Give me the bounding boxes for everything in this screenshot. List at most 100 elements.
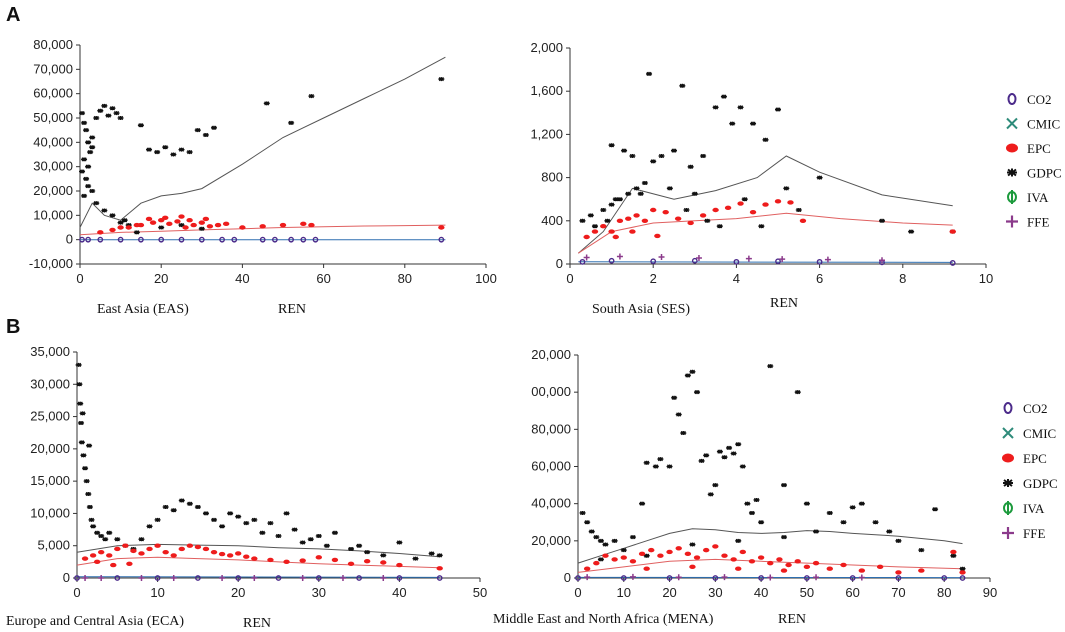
point-co2 <box>315 575 322 581</box>
point-epc <box>182 225 189 230</box>
series-co2 <box>79 236 445 243</box>
y-tick-label: 10,000 <box>30 505 70 520</box>
point-epc <box>222 221 230 227</box>
point-gdpc <box>356 543 363 548</box>
point-epc <box>687 220 694 226</box>
point-co2 <box>114 575 121 581</box>
y-tick-label: 15,000 <box>30 473 70 488</box>
point-gdpc <box>154 517 161 523</box>
point-epc <box>699 213 707 218</box>
point-gdpc <box>75 362 82 368</box>
point-ffe <box>138 575 145 581</box>
x-tick-label: 50 <box>473 585 487 600</box>
point-epc <box>138 551 145 556</box>
point-gdpc <box>744 501 751 506</box>
point-gdpc <box>858 501 865 506</box>
point-epc <box>593 560 600 566</box>
series-epc <box>583 544 966 575</box>
legend-item-co2: CO2 <box>1007 92 1052 107</box>
legend-label: CMIC <box>1027 117 1060 132</box>
point-epc <box>315 555 322 560</box>
point-gdpc <box>81 193 88 198</box>
series-epc <box>583 199 956 240</box>
point-gdpc <box>83 128 90 133</box>
point-gdpc <box>364 550 371 555</box>
point-gdpc <box>629 153 636 159</box>
point-gdpc <box>687 164 694 169</box>
x-tick-label: 20 <box>231 585 245 600</box>
legend-item-iva: IVA <box>1007 190 1049 205</box>
point-epc <box>251 556 258 561</box>
point-epc <box>826 566 833 571</box>
point-gdpc <box>683 207 690 213</box>
point-gdpc <box>658 153 665 159</box>
legend-panel-b: CO2 CMIC EPC GDPC IVA FFE <box>1002 401 1058 541</box>
point-epc <box>235 551 242 556</box>
caption-eas: East Asia (EAS) <box>97 302 189 317</box>
point-co2 <box>436 575 443 581</box>
chart-east-asia: -10,000010,00020,00030,00040,00050,00060… <box>29 37 497 286</box>
point-gdpc <box>348 546 355 552</box>
point-gdpc <box>89 188 96 194</box>
point-co2 <box>775 258 781 265</box>
point-epc <box>178 546 185 552</box>
point-co2 <box>312 236 319 243</box>
point-epc <box>583 234 590 240</box>
fit-line-co2 <box>578 261 953 263</box>
point-epc <box>776 557 783 562</box>
point-epc <box>602 553 609 558</box>
point-gdpc <box>105 113 112 118</box>
caption-eca: Europe and Central Asia (ECA) <box>6 614 184 629</box>
point-gdpc <box>331 530 338 535</box>
point-co2 <box>816 258 823 265</box>
y-tick-label: 0 <box>63 570 70 585</box>
point-ffe <box>583 254 590 261</box>
point-ffe <box>339 575 346 581</box>
point-gdpc <box>146 524 153 529</box>
series-gdpc <box>579 71 956 234</box>
point-gdpc <box>762 137 769 142</box>
point-gdpc <box>604 218 611 223</box>
point-co2 <box>85 236 92 243</box>
point-gdpc <box>716 449 723 454</box>
point-gdpc <box>712 482 719 488</box>
point-epc <box>629 559 637 564</box>
point-co2 <box>275 575 282 581</box>
point-co2 <box>803 575 810 581</box>
point-epc <box>762 202 769 207</box>
caption-mena: Middle East and North Africa (MENA) <box>493 612 714 627</box>
point-gdpc <box>753 497 760 503</box>
point-gdpc <box>263 101 270 106</box>
x-tick-label: 60 <box>845 585 859 600</box>
point-epc <box>347 561 355 566</box>
point-co2 <box>608 257 615 264</box>
point-gdpc <box>666 464 673 469</box>
legend-label: GDPC <box>1023 476 1058 491</box>
point-co2 <box>579 258 586 265</box>
point-epc <box>259 224 266 229</box>
x-tick-label: 50 <box>800 585 814 600</box>
point-gdpc <box>700 153 707 159</box>
point-gdpc <box>77 401 84 406</box>
legend-marker-iva <box>1003 501 1013 515</box>
point-epc <box>684 551 692 557</box>
point-gdpc <box>202 511 209 516</box>
point-gdpc <box>813 529 820 534</box>
point-co2 <box>178 236 185 243</box>
point-gdpc <box>83 479 90 484</box>
point-epc <box>186 218 193 223</box>
point-gdpc <box>178 498 185 503</box>
point-gdpc <box>88 517 95 523</box>
point-ffe <box>299 575 306 581</box>
series-gdpc <box>75 362 443 561</box>
point-gdpc <box>950 553 957 558</box>
y-tick-label: 25,000 <box>30 409 70 424</box>
point-epc <box>438 225 445 230</box>
point-epc <box>170 553 177 558</box>
chart-middle-east-north-africa: 0 20,000 40,000 60,000 80,000 00,000 20,000 0 10… <box>531 347 997 600</box>
legend-label: CO2 <box>1023 401 1048 416</box>
series-ffe <box>583 253 885 264</box>
legend-item-ffe: FFE <box>1002 526 1045 541</box>
point-gdpc <box>186 149 193 155</box>
